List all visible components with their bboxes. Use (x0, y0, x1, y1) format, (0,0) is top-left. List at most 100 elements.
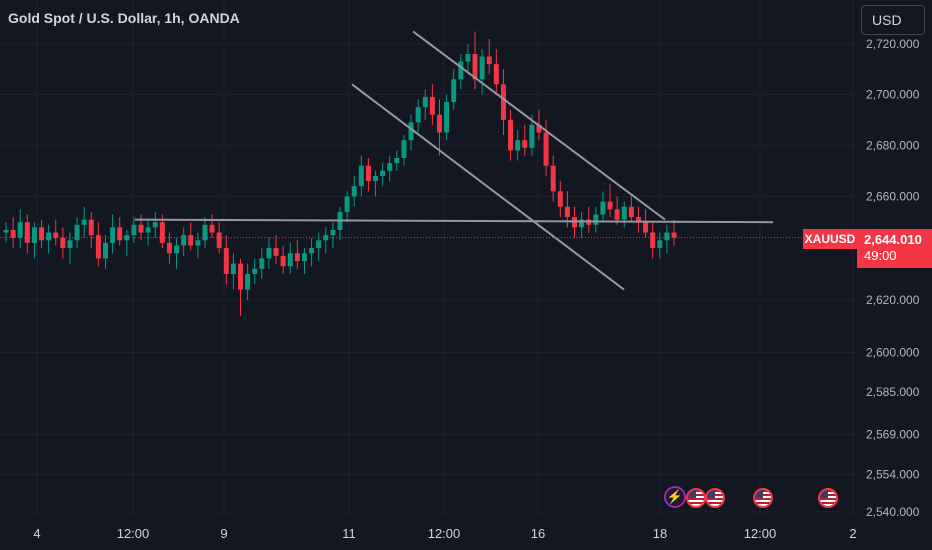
price-tick-label: 2,540.000 (866, 505, 920, 519)
candle-body (17, 222, 23, 238)
candle-body (635, 217, 641, 223)
us-flag-event-icon[interactable] (686, 488, 706, 508)
candle-body (415, 107, 421, 123)
candle-body (309, 248, 315, 254)
candle-body (508, 119, 514, 151)
candle-body (31, 227, 37, 243)
chart-title: Gold Spot / U.S. Dollar, 1h, OANDA (8, 10, 240, 26)
candle-body (294, 253, 300, 262)
candle-body (401, 140, 407, 159)
candle-body (301, 253, 307, 262)
candle-body (3, 229, 9, 233)
candle-body (323, 235, 329, 241)
last-price-value: 2,644.010 (864, 232, 922, 247)
candle-body (600, 201, 606, 215)
candle-body (166, 242, 172, 254)
candle-body (650, 232, 656, 249)
candle-body (486, 56, 492, 65)
candle-body (436, 114, 442, 133)
candle-body (95, 235, 101, 259)
candle-body (259, 258, 265, 269)
candle-body (202, 224, 208, 241)
trendline-drawings[interactable] (134, 30, 774, 291)
candle-body (81, 219, 87, 225)
us-flag-event-icon[interactable] (753, 488, 773, 508)
price-axis[interactable]: 2,720.000 2,700.000 2,680.000 2,660.000 2,62… (866, 37, 920, 519)
candle-body (529, 124, 535, 148)
candle-body (24, 222, 30, 243)
symbol-label: XAUUSD (803, 229, 857, 249)
candle-body (643, 222, 649, 233)
candle-body (365, 165, 371, 182)
candle-body (607, 201, 613, 210)
trendline[interactable] (134, 218, 774, 224)
candle-body (117, 227, 123, 241)
candle-body (330, 229, 336, 236)
currency-button[interactable]: USD (861, 5, 925, 35)
lightning-event-icon[interactable]: ⚡ (664, 486, 686, 508)
candle-body (188, 235, 194, 246)
bar-countdown: 49:00 (864, 248, 897, 263)
price-tick-label: 2,660.000 (866, 189, 920, 203)
candle-body (102, 242, 108, 259)
time-tick-label: 12:00 (744, 526, 777, 541)
time-axis[interactable]: 4 12:00 9 11 12:00 16 18 12:00 2 (33, 526, 856, 541)
candle-body (373, 175, 379, 182)
time-tick-label: 2 (849, 526, 856, 541)
candle-body (230, 263, 236, 274)
candle-body (536, 124, 542, 133)
candle-body (60, 237, 66, 249)
us-flag-event-icon[interactable] (705, 488, 725, 508)
trendline[interactable] (412, 30, 666, 221)
us-flag-event-icon[interactable] (818, 488, 838, 508)
price-tick-label: 2,569.000 (866, 427, 920, 441)
candle-body (593, 214, 599, 225)
candle-body (472, 54, 478, 80)
candle-body (131, 224, 137, 236)
candlestick-series (3, 31, 677, 316)
candle-body (621, 206, 627, 220)
candle-body (67, 240, 73, 249)
candle-body (181, 235, 187, 246)
candle-body (273, 248, 279, 256)
candle-body (422, 96, 428, 108)
candle-body (280, 255, 286, 267)
candle-body (287, 253, 293, 267)
candle-body (408, 122, 414, 141)
candle-body (195, 240, 201, 246)
candle-body (358, 165, 364, 187)
candle-body (557, 191, 563, 207)
candle-body (252, 268, 258, 274)
candle-body (344, 196, 350, 212)
candle-body (152, 222, 158, 228)
chart-grid (0, 0, 857, 515)
time-tick-label: 11 (342, 526, 356, 541)
candle-body (88, 219, 94, 236)
candle-body (46, 232, 52, 241)
time-tick-label: 9 (220, 526, 227, 541)
candle-body (550, 165, 556, 192)
candle-body (216, 232, 222, 249)
candle-body (387, 163, 393, 171)
candle-body (671, 232, 677, 238)
candle-body (458, 61, 464, 80)
trendline[interactable] (351, 83, 625, 291)
candle-body (429, 96, 435, 115)
candle-body (138, 224, 144, 233)
candle-body (493, 64, 499, 85)
candle-body (515, 140, 521, 151)
candle-body (657, 240, 663, 249)
price-tick-label: 2,554.000 (866, 467, 920, 481)
time-tick-label: 16 (531, 526, 545, 541)
candle-body (351, 186, 357, 197)
time-tick-label: 12:00 (428, 526, 461, 541)
candle-body (39, 227, 45, 241)
candle-body (444, 102, 450, 133)
candle-body (238, 263, 244, 290)
time-tick-label: 4 (33, 526, 40, 541)
candle-body (316, 240, 322, 249)
candle-body (479, 56, 485, 80)
candle-body (394, 158, 400, 164)
price-tick-label: 2,700.000 (866, 87, 920, 101)
